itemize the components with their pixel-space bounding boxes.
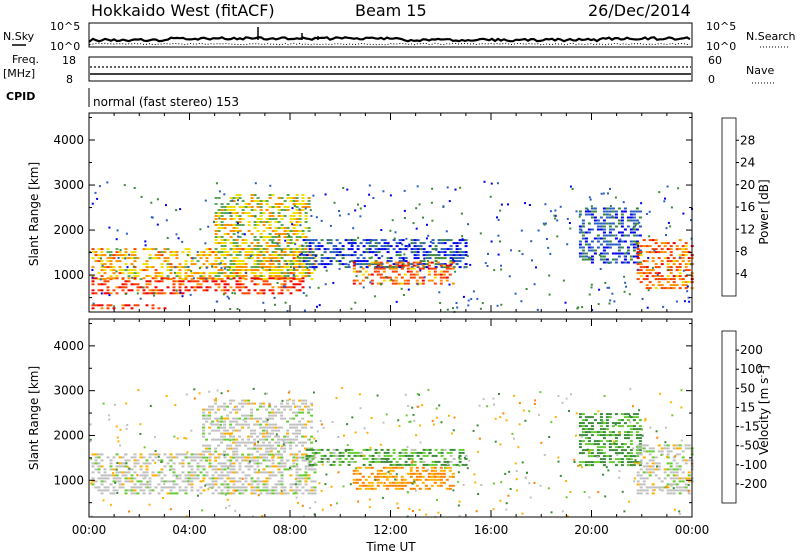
vel-colorbar-tick: -15 (740, 420, 760, 434)
nave-tick-top: 60 (708, 54, 722, 67)
velocity-panel: 1000 2000 3000 4000 00:00 04:00 08:00 12:00 16:… (27, 318, 710, 554)
vel-colorbar-tick: 15 (740, 400, 755, 414)
nsky-label: N.Sky (3, 30, 35, 43)
nave-label: Nave (746, 64, 774, 77)
power-colorbar-tick: 12 (740, 222, 755, 236)
nsky-tick-bottom: 10^0 (50, 40, 80, 53)
velocity-colorbar-label: Velocity [m s-1] (757, 365, 771, 455)
vel-colorbar-tick: -100 (740, 458, 767, 472)
power-panel: 1000 2000 3000 4000 Slant Range [km] (27, 112, 694, 313)
vel-colorbar-tick: 50 (740, 381, 755, 395)
nsearch-series (89, 42, 691, 46)
nsearch-tick-top: 10^5 (706, 20, 736, 33)
vel-colorbar-tick: -200 (740, 477, 767, 491)
freq-tick-bottom: 8 (66, 73, 73, 86)
vel-xtick-label: 12:00 (373, 523, 408, 537)
vel-region-5 (636, 444, 694, 495)
vel-region-1 (202, 399, 314, 462)
vel-colorbar-tick: 200 (740, 343, 763, 357)
power-region-4 (352, 261, 455, 285)
vel-xtick-label: 00:00 (72, 523, 107, 537)
velocity-colorbar: Velocity [m s-1] 200 100 50 15 -15 -50 -100 -20… (721, 330, 771, 504)
time-axis-label: Time UT (365, 540, 416, 554)
vel-xtick-label: 16:00 (474, 523, 509, 537)
nsearch-label: N.Search (746, 30, 796, 43)
power-ytick-label: 1000 (53, 268, 84, 282)
station-title: Hokkaido West (fitACF) (91, 1, 275, 20)
nsky-series (88, 36, 691, 44)
vel-ytick-label: 4000 (53, 339, 84, 353)
velocity-x-axis: 00:00 04:00 08:00 12:00 16:00 20:00 00:00 (72, 319, 710, 537)
power-colorbar-tick: 24 (740, 156, 755, 170)
power-region-7 (91, 304, 167, 310)
power-region-2 (214, 194, 311, 277)
power-region-1 (91, 277, 305, 295)
freq-panel: Freq. [MHz] 18 8 60 0 Nave (3, 53, 776, 86)
power-y-axis: 1000 2000 3000 4000 (53, 117, 692, 299)
power-colorbar-tick: 4 (740, 267, 748, 281)
power-ytick-label: 2000 (53, 223, 84, 237)
nsky-tick-top: 10^5 (50, 20, 80, 33)
vel-ytick-label: 3000 (53, 384, 84, 398)
freq-tick-top: 18 (62, 54, 76, 67)
vel-region-4 (578, 413, 642, 467)
vel-ytick-label: 1000 (53, 473, 84, 487)
power-colorbar-tick: 8 (740, 245, 748, 259)
power-region-5 (578, 207, 642, 264)
cpid-panel: CPID normal (fast stereo) 153 (6, 88, 239, 109)
power-ylabel: Slant Range [km] (27, 162, 41, 266)
cpid-value: normal (fast stereo) 153 (93, 95, 239, 109)
nave-tick-bottom: 0 (708, 73, 715, 86)
vel-noise (89, 387, 693, 518)
vel-xtick-label: 00:00 (675, 523, 710, 537)
power-x-axis (88, 113, 693, 312)
vel-region-0 (91, 453, 317, 495)
nsearch-tick-bottom: 10^0 (706, 40, 736, 53)
vel-colorbar-tick: -50 (740, 439, 760, 453)
power-scatter (89, 180, 694, 313)
power-colorbar-tick: 20 (740, 178, 755, 192)
power-ytick-label: 3000 (53, 178, 84, 192)
power-ytick-label: 4000 (53, 133, 84, 147)
power-region-6 (636, 239, 694, 290)
vel-xtick-label: 04:00 (172, 523, 207, 537)
vel-xtick-label: 08:00 (273, 523, 308, 537)
beam-title: Beam 15 (355, 1, 427, 20)
velocity-scatter (89, 387, 694, 518)
date-title: 26/Dec/2014 (588, 1, 691, 20)
vel-colorbar-tick: 100 (740, 362, 763, 376)
nsky-panel: N.Sky 10^5 10^0 N.Search 10^5 10^0 (3, 20, 796, 53)
vel-xtick-label: 20:00 (574, 523, 609, 537)
freq-label: Freq. (12, 53, 39, 66)
velocity-ylabel: Slant Range [km] (27, 366, 41, 470)
vel-region-3 (305, 448, 468, 466)
velocity-y-axis: 1000 2000 3000 4000 (53, 322, 692, 504)
vel-ytick-label: 2000 (53, 428, 84, 442)
power-colorbar-label: Power [dB] (757, 179, 771, 244)
power-noise (89, 180, 693, 313)
power-colorbar-tick: 28 (740, 133, 755, 147)
power-region-3 (302, 239, 468, 269)
vel-region-2 (352, 466, 455, 490)
freq-unit: [MHz] (3, 67, 35, 80)
cpid-label: CPID (6, 90, 35, 103)
power-colorbar-tick: 16 (740, 200, 755, 214)
power-colorbar: Power [dB] 4 8 12 16 20 24 28 (721, 117, 771, 297)
